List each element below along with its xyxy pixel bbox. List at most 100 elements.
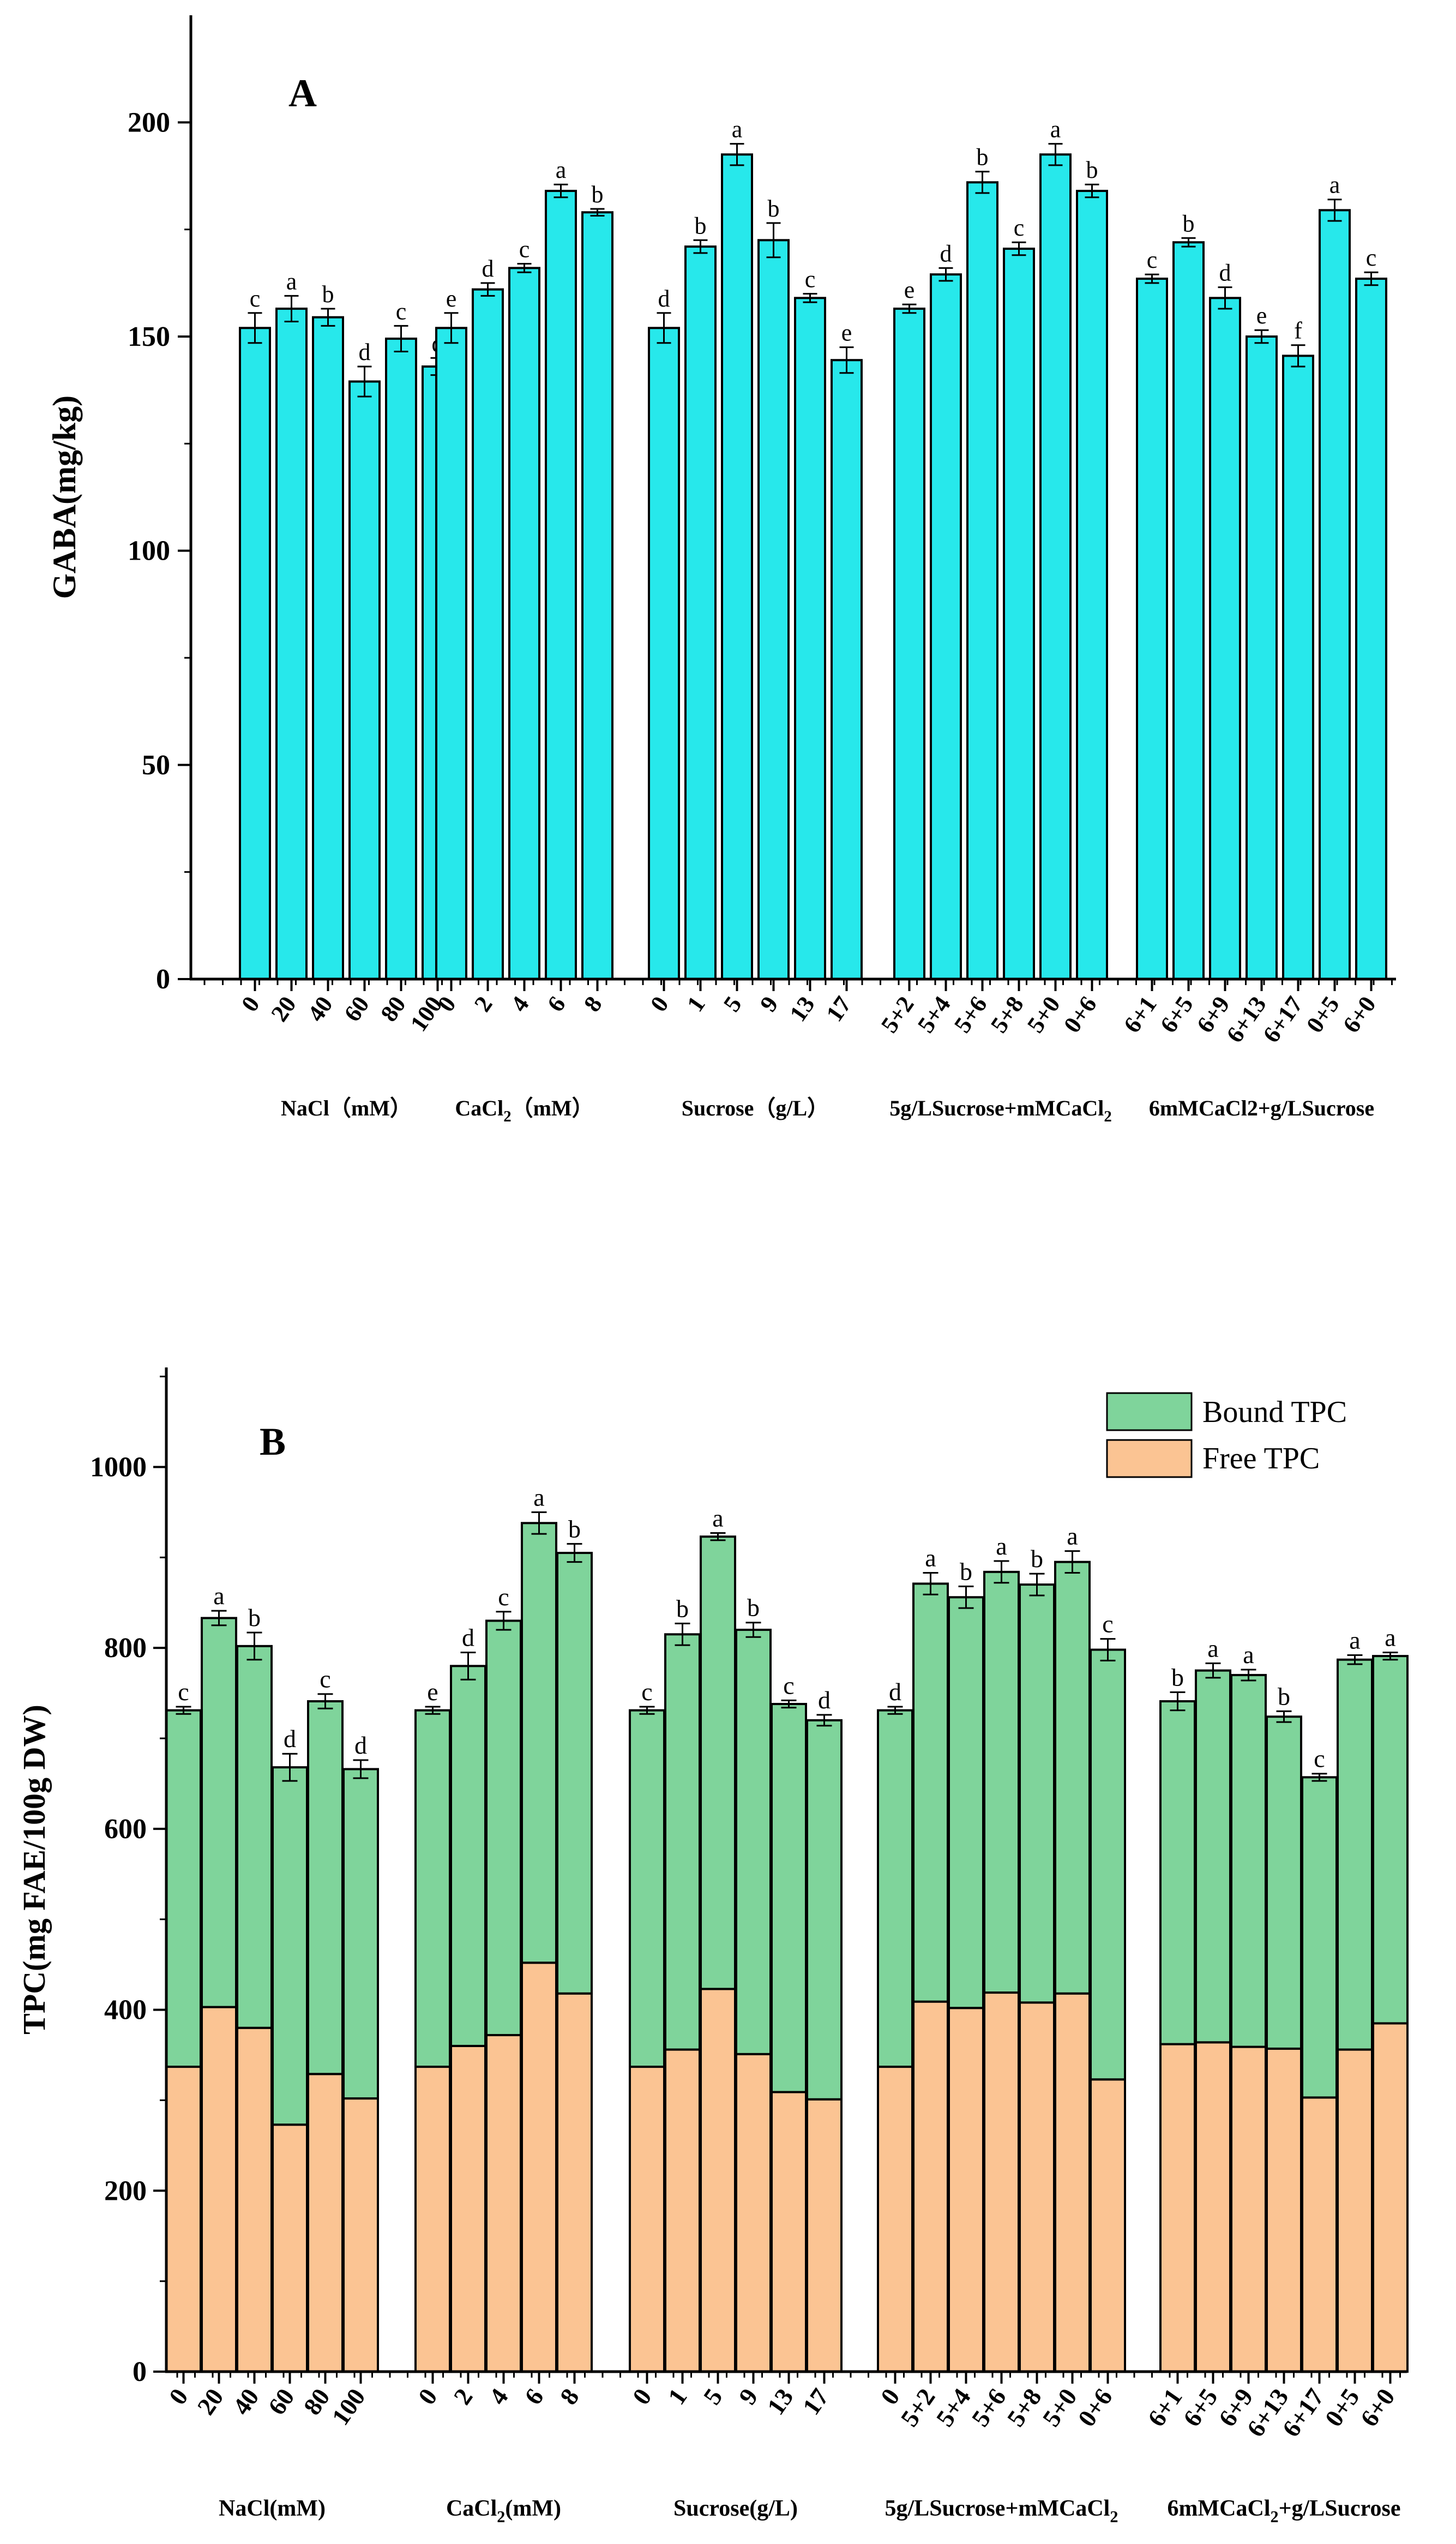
significance-letter: b xyxy=(1086,157,1098,183)
significance-letter: c xyxy=(1014,214,1025,241)
free-tpc-bar xyxy=(556,1992,593,2373)
gaba-bar xyxy=(1319,209,1351,980)
x-tick-label: 0 xyxy=(164,2383,194,2409)
significance-letter: e xyxy=(1256,302,1267,329)
group-label: NaCl(mM) xyxy=(219,2496,326,2521)
x-tick-label: 5+2 xyxy=(876,992,919,1038)
significance-letter: d xyxy=(284,1725,296,1753)
free-tpc-bar xyxy=(307,2073,344,2373)
significance-letter: f xyxy=(1294,317,1302,344)
x-tick-label: 6 xyxy=(519,2383,549,2409)
x-tick-label: 60 xyxy=(339,992,374,1027)
y-tick-label: 0 xyxy=(133,2356,147,2387)
significance-letter: c xyxy=(1102,1610,1113,1638)
x-tick-label: 4 xyxy=(506,992,534,1017)
free-tpc-bar xyxy=(700,1988,736,2373)
significance-letter: c xyxy=(519,236,530,262)
free-tpc-bar xyxy=(983,1991,1020,2373)
bound-tpc-bar xyxy=(236,1645,273,2029)
x-tick-label: 9 xyxy=(733,2383,763,2409)
x-tick-label: 0 xyxy=(627,2383,657,2409)
free-tpc-bar xyxy=(629,2066,665,2373)
gaba-bar xyxy=(1076,189,1108,980)
significance-letter: a xyxy=(712,1504,723,1532)
bound-tpc-bar xyxy=(771,1702,807,2093)
significance-letter: a xyxy=(1207,1634,1218,1662)
significance-letter: b xyxy=(977,144,989,171)
gaba-bar xyxy=(508,267,540,980)
significance-letter: e xyxy=(427,1678,438,1706)
group-label: 6mMCaCl2+g/LSucrose xyxy=(1149,1096,1374,1120)
gaba-bar xyxy=(472,288,504,981)
bound-tpc-bar xyxy=(1019,1583,1055,2004)
significance-letter: a xyxy=(1067,1522,1078,1550)
x-tick-label: 5 xyxy=(698,2383,728,2409)
bound-tpc-bar xyxy=(1301,1776,1338,2099)
x-tick-label: 6+0 xyxy=(1355,2383,1400,2431)
x-tick-label: 40 xyxy=(227,2383,264,2420)
gaba-bar xyxy=(930,273,962,980)
significance-letter: b xyxy=(768,195,780,222)
bound-tpc-bar xyxy=(414,1709,451,2068)
group-label: CaCl2（mM） xyxy=(455,1096,593,1125)
bound-tpc-bar xyxy=(272,1766,308,2126)
free-tpc-bar xyxy=(877,2066,913,2373)
x-tick-label: 9 xyxy=(755,992,784,1017)
y-tick-label: 400 xyxy=(104,1995,147,2026)
bound-tpc-bar xyxy=(1159,1700,1196,2045)
x-tick-label: 0 xyxy=(236,992,265,1017)
free-tpc-bar xyxy=(948,2007,984,2373)
gaba-bar xyxy=(757,239,790,980)
bound-tpc-bar xyxy=(1372,1655,1409,2025)
y-tick-label: 150 xyxy=(128,321,170,352)
gaba-bar xyxy=(1246,335,1278,980)
y-tick-label: 1000 xyxy=(90,1451,147,1483)
gaba-bar xyxy=(1172,241,1205,980)
x-tick-label: 6+1 xyxy=(1142,2383,1187,2431)
significance-letter: d xyxy=(1219,260,1231,286)
significance-letter: a xyxy=(996,1532,1007,1560)
significance-letter: d xyxy=(940,240,952,267)
significance-letter: c xyxy=(250,285,261,312)
significance-letter: d xyxy=(462,1623,474,1651)
gaba-bar xyxy=(684,245,717,981)
gaba-bar xyxy=(966,181,998,980)
x-tick-label: 0+5 xyxy=(1319,2383,1364,2431)
x-tick-label: 40 xyxy=(302,992,338,1027)
x-tick-label: 5+0 xyxy=(1037,2383,1082,2431)
significance-letter: b xyxy=(592,181,604,208)
x-tick-label: 0+6 xyxy=(1072,2383,1117,2431)
significance-letter: e xyxy=(841,320,852,346)
significance-letter: d xyxy=(818,1686,831,1714)
significance-letter: b xyxy=(676,1594,689,1622)
free-tpc-bar xyxy=(272,2123,308,2373)
x-tick-label: 5+0 xyxy=(1022,992,1066,1038)
y-tick-label: 800 xyxy=(104,1633,147,1664)
group-label: 6mMCaCl2+g/LSucrose xyxy=(1168,2496,1401,2526)
free-tpc-bar xyxy=(1019,2001,1055,2373)
bound-tpc-bar xyxy=(629,1709,665,2068)
free-tpc-bar xyxy=(806,2098,843,2373)
free-tpc-bar xyxy=(664,2048,701,2373)
x-tick-label: 13 xyxy=(762,2383,799,2420)
y-tick-label: 100 xyxy=(128,536,170,567)
x-tick-label: 5+2 xyxy=(895,2383,940,2431)
significance-letter: d xyxy=(482,255,494,282)
legend-label-bound: Bound TPC xyxy=(1202,1395,1347,1429)
significance-letter: c xyxy=(1314,1745,1325,1773)
significance-letter: b xyxy=(322,281,334,308)
bound-tpc-bar xyxy=(1195,1669,1231,2044)
free-tpc-bar xyxy=(1090,2078,1126,2373)
bound-tpc-bar xyxy=(912,1582,949,2003)
significance-letter: c xyxy=(396,298,407,325)
x-tick-label: 1 xyxy=(663,2383,693,2409)
y-axis-title: TPC(mg FAE/100g DW) xyxy=(16,1705,52,2035)
significance-letter: b xyxy=(1183,210,1195,237)
free-tpc-bar xyxy=(521,1961,557,2373)
significance-letter: c xyxy=(178,1678,189,1706)
significance-letter: a xyxy=(533,1483,544,1511)
x-tick-label: 6+5 xyxy=(1155,992,1199,1038)
x-tick-label: 13 xyxy=(784,992,820,1027)
bound-tpc-bar xyxy=(735,1628,772,2055)
free-tpc-bar xyxy=(485,2034,522,2373)
